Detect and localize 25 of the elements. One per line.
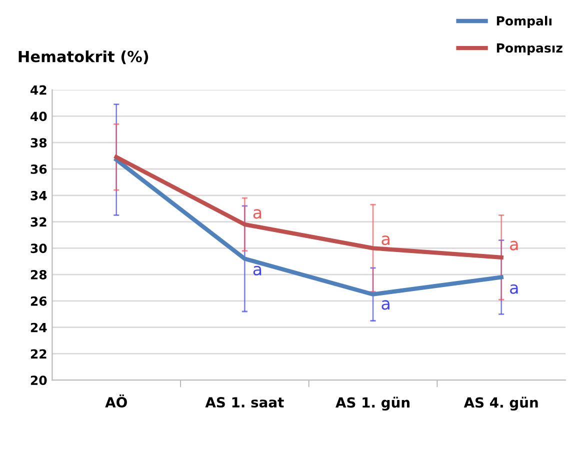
- y-tick-label: 26: [30, 296, 47, 306]
- y-tick-label: 22: [30, 349, 46, 358]
- y-tick-label: 30: [30, 244, 47, 254]
- y-tick-label: 24: [30, 322, 47, 332]
- y-axis-title: Hematokrit (%): [18, 50, 148, 64]
- annotation: a: [382, 236, 390, 246]
- annotation: a: [253, 209, 262, 219]
- x-tick-label: AÖ: [105, 394, 127, 408]
- y-tick-label: 40: [30, 112, 47, 122]
- y-tick-label: 42: [30, 85, 46, 95]
- y-tick-label: 38: [30, 138, 47, 148]
- legend-label: Pompasız: [496, 43, 562, 56]
- legend-label: Pompalı: [496, 16, 552, 28]
- x-tick-label: AS 1. gün: [336, 396, 410, 411]
- annotation: a: [510, 240, 518, 250]
- annotation: a: [510, 284, 518, 294]
- y-tick-label: 28: [30, 270, 47, 280]
- y-tick-label: 36: [30, 164, 47, 174]
- x-tick-label: AS 4. gün: [464, 396, 538, 411]
- x-tick-label: AS 1. saat: [205, 397, 284, 408]
- y-tick-label: 34: [30, 190, 47, 200]
- annotation: a: [253, 266, 262, 276]
- y-tick-label: 20: [30, 376, 47, 386]
- y-tick-label: 32: [30, 217, 46, 227]
- annotation: a: [382, 300, 390, 310]
